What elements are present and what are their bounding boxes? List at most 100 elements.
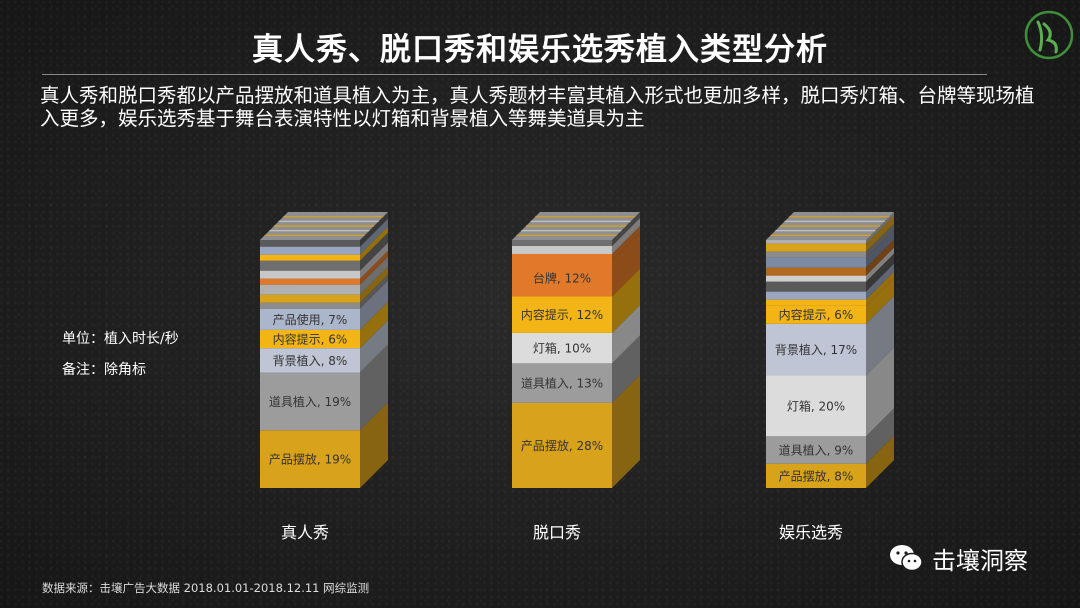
bar-segment-side	[612, 374, 640, 488]
bar-minor-layer	[766, 257, 866, 268]
bar-segment	[260, 372, 360, 431]
category-label: 娱乐选秀	[779, 523, 843, 542]
segment-label: 产品摆放, 8%	[779, 468, 854, 483]
segment-label: 产品使用, 7%	[273, 312, 348, 327]
data-source: 数据来源：击壤广告大数据 2018.01.01-2018.12.11 网综监测	[42, 581, 370, 595]
bar-minor-layer-side	[360, 212, 388, 247]
segment-label: 台牌, 12%	[533, 271, 591, 286]
bar-minor-layer-side	[612, 218, 640, 254]
bar-minor-layer	[766, 281, 866, 292]
bar-minor-layer	[766, 299, 866, 306]
bar-segment-side	[360, 280, 388, 330]
brand-logo-icon	[1024, 10, 1074, 60]
bar-segment	[260, 308, 360, 330]
bar-segment	[512, 363, 612, 403]
bar-segment	[512, 296, 612, 333]
brand-name: 击壤洞察	[932, 546, 1028, 575]
bar-segment-side	[360, 301, 388, 349]
bar-minor-layer-side	[866, 229, 894, 268]
brand-badge: 击壤洞察	[888, 538, 1068, 578]
bar-minor-layer	[512, 240, 612, 246]
bar-minor-layer-side	[360, 226, 388, 261]
summary-text: 真人秀和脱口秀都以产品摆放和道具植入为主，真人秀题材丰富其植入形式也更加多样，脱…	[40, 84, 1035, 130]
bar-minor-layer	[512, 246, 612, 254]
bar-minor-layer	[260, 284, 360, 295]
bar-segment	[766, 375, 866, 437]
segment-label: 灯箱, 20%	[787, 398, 845, 413]
bar-segment-side	[612, 232, 640, 297]
bar-segment-side	[866, 277, 894, 324]
bar-segment	[260, 348, 360, 373]
bar-minor-layer-side	[866, 239, 894, 276]
bar-minor-layer	[260, 260, 360, 271]
bar-minor-layer-side	[866, 215, 894, 252]
bar-minor-layer-side	[360, 274, 388, 309]
bar-segment-side	[360, 402, 388, 488]
segment-label: 内容提示, 6%	[273, 332, 348, 347]
segment-label: 背景植入, 8%	[273, 353, 348, 368]
bar-minor-layer	[260, 254, 360, 261]
bar-segment-side	[612, 335, 640, 403]
bar-minor-layer	[260, 270, 360, 279]
title-divider	[42, 74, 987, 75]
segment-label: 道具植入, 9%	[779, 443, 854, 458]
category-label: 脱口秀	[533, 523, 581, 542]
category-label: 真人秀	[281, 523, 329, 542]
bar-minor-layer	[766, 291, 866, 300]
remark-note: 备注：除角标	[62, 362, 146, 378]
bar-minor-layer-side	[360, 242, 388, 279]
bar-minor-layer-side	[360, 266, 388, 303]
bar-minor-layer-side	[360, 232, 388, 271]
bar-minor-layer	[260, 246, 360, 255]
bar-segment-side	[612, 304, 640, 364]
segment-label: 内容提示, 12%	[521, 307, 603, 322]
segment-label: 灯箱, 10%	[533, 341, 591, 356]
bar-segment	[512, 332, 612, 364]
bar-minor-layer-side	[866, 223, 894, 258]
bar-minor-layer	[260, 278, 360, 285]
bar-minor-layer-side	[866, 212, 894, 244]
bar-minor-layer	[766, 251, 866, 258]
segment-label: 背景植入, 17%	[775, 342, 857, 357]
bar-minor-layer-side	[866, 263, 894, 300]
bar-segment	[766, 323, 866, 376]
page-title: 真人秀、脱口秀和娱乐选秀植入类型分析	[252, 32, 828, 68]
segment-label: 道具植入, 19%	[269, 394, 351, 409]
bar-segment-side	[866, 408, 894, 464]
bar-segment	[766, 463, 866, 488]
segment-label: 内容提示, 6%	[779, 307, 854, 322]
bar-minor-layer	[260, 302, 360, 309]
bar-segment	[512, 402, 612, 488]
bar-minor-layer-side	[360, 256, 388, 295]
bar-segment	[766, 305, 866, 324]
bar-minor-layer-side	[612, 226, 640, 260]
bar-segment-side	[866, 435, 894, 488]
bar-minor-layer-side	[866, 247, 894, 282]
bar-minor-layer-side	[866, 271, 894, 306]
bar-minor-layer	[512, 254, 612, 260]
segment-label: 产品摆放, 28%	[521, 438, 603, 453]
bar-segment	[766, 436, 866, 464]
bar-segment	[260, 329, 360, 349]
bar-minor-layer-side	[360, 218, 388, 255]
bar-minor-layer	[766, 240, 866, 244]
bar-minor-layer-side	[360, 250, 388, 285]
bar-minor-layer	[260, 294, 360, 303]
bar-minor-layer	[766, 243, 866, 252]
unit-note: 单位：植入时长/秒	[62, 331, 179, 347]
bar-minor-layer	[766, 275, 866, 282]
bar-segment	[512, 260, 612, 297]
segment-label: 道具植入, 13%	[521, 376, 603, 391]
bar-minor-layer	[260, 240, 360, 247]
bar-minor-layer-side	[866, 253, 894, 292]
bar-minor-layer-side	[612, 212, 640, 246]
segment-label: 产品摆放, 19%	[269, 452, 351, 467]
bar-segment-side	[360, 320, 388, 373]
bar-segment-side	[866, 347, 894, 437]
bar-segment	[260, 430, 360, 488]
bar-segment-side	[612, 268, 640, 333]
bar-segment-side	[866, 295, 894, 376]
bar-segment-side	[360, 344, 388, 431]
wechat-icon	[890, 545, 923, 572]
